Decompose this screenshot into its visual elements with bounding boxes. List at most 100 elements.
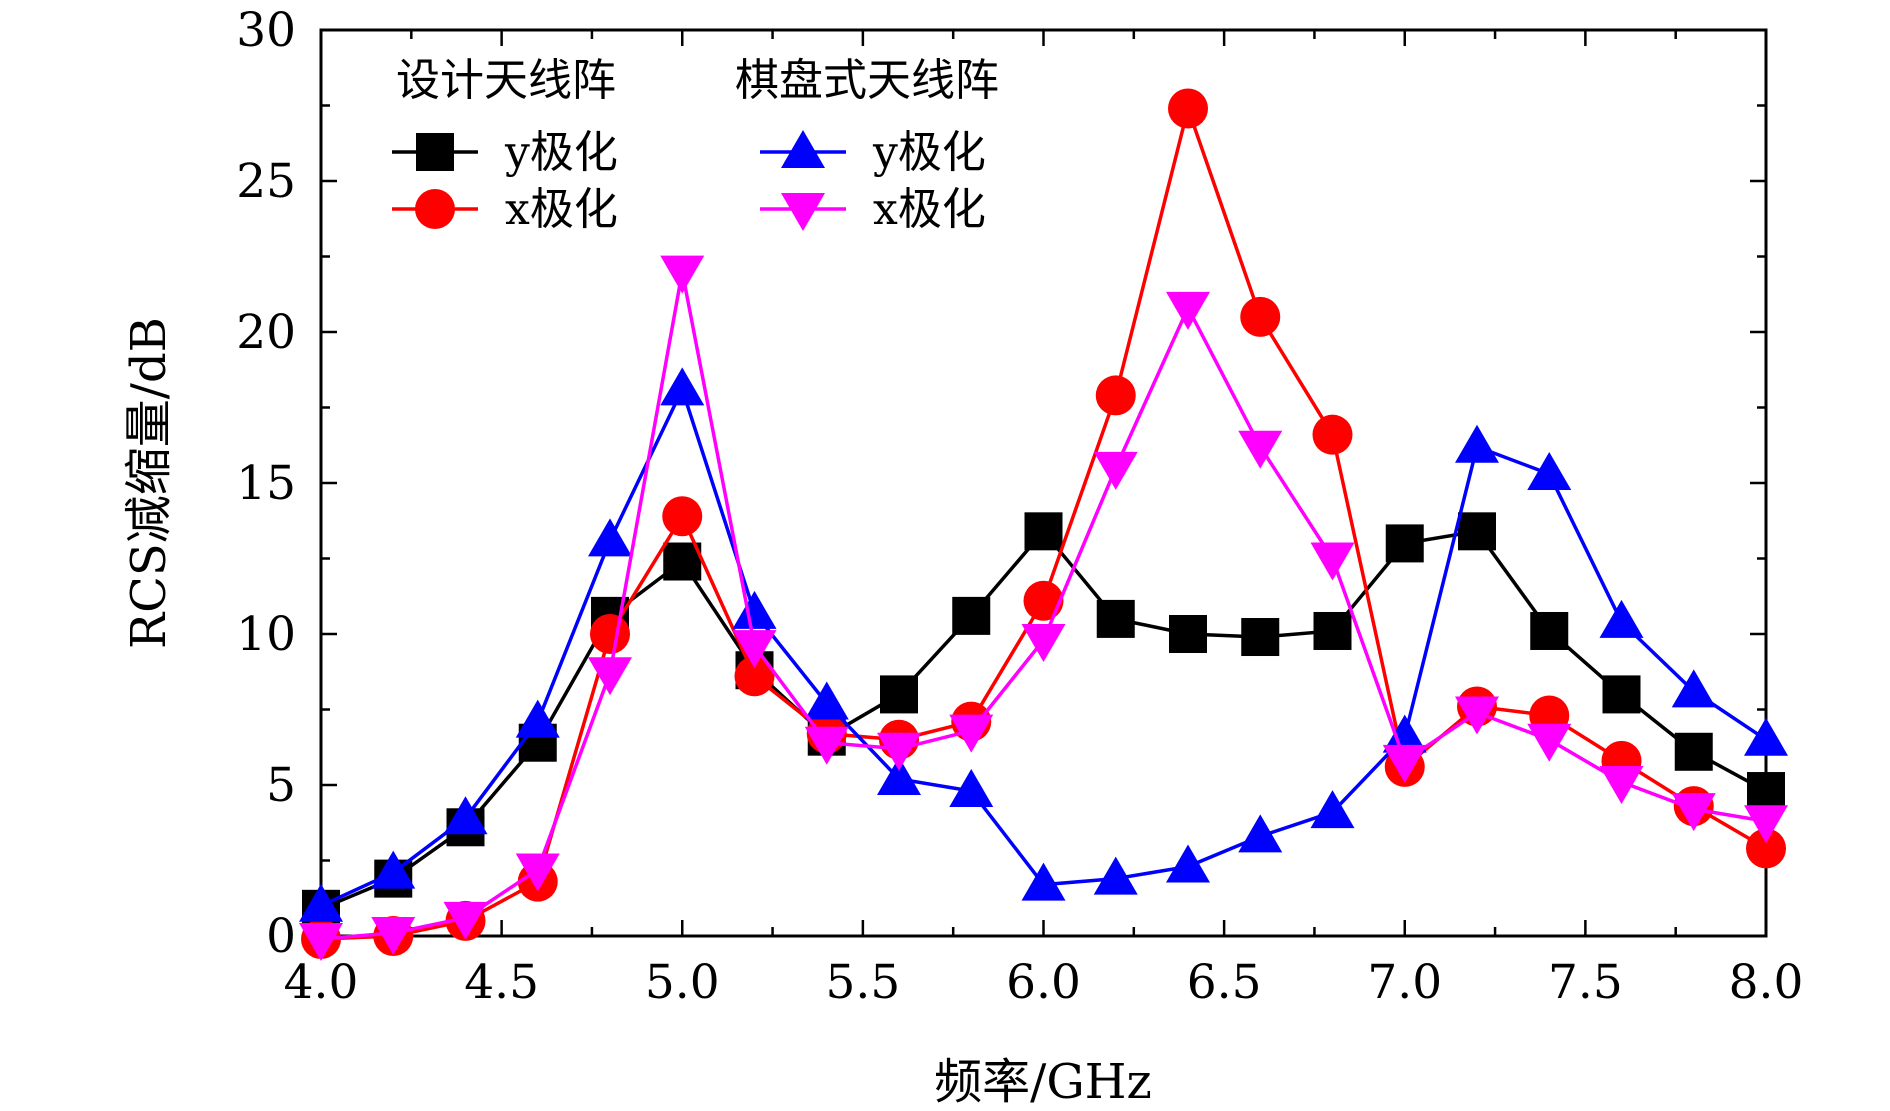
data-point	[371, 850, 416, 889]
x-tick-label: 7.5	[1548, 955, 1623, 1010]
data-point	[1674, 732, 1713, 771]
data-point	[1458, 512, 1496, 551]
data-point	[1093, 451, 1138, 490]
y-tick-label: 20	[236, 305, 296, 360]
data-point	[443, 901, 488, 940]
legend: 设计天线阵 棋盘式天线阵 y极化 x极化 y极化 x极化	[392, 55, 999, 235]
data-point	[1599, 765, 1644, 804]
data-point	[804, 681, 849, 720]
y-tick-label: 25	[236, 154, 296, 209]
data-point	[1599, 599, 1644, 638]
x-tick-label: 7.0	[1367, 955, 1442, 1010]
data-point	[1021, 862, 1066, 901]
data-point	[1238, 430, 1283, 469]
axis-tick-labels: 4.0 4.5 5.0 5.5 6.0 6.5 7.0 7.5 8.0 0 5 10 15 20 25 30	[236, 3, 1803, 1010]
data-point	[371, 916, 416, 955]
data-point	[1382, 714, 1427, 753]
data-point	[1671, 669, 1716, 708]
legend-item-1: x极化	[392, 184, 618, 235]
data-point	[1530, 611, 1569, 650]
data-point	[1096, 599, 1135, 638]
x-tick-label: 4.0	[284, 955, 359, 1010]
data-point	[660, 367, 705, 406]
data-point	[1382, 744, 1427, 783]
data-point	[663, 542, 702, 581]
data-point	[1169, 615, 1207, 653]
data-point	[588, 518, 632, 557]
data-point	[804, 726, 849, 765]
y-tick-label: 15	[236, 456, 296, 511]
series-layer	[299, 88, 1788, 962]
data-point	[1455, 424, 1499, 463]
data-point	[660, 255, 705, 294]
legend-items: y极化 x极化 y极化 x极化	[392, 127, 986, 235]
data-point	[877, 756, 921, 795]
data-point	[1240, 296, 1281, 337]
data-point	[1455, 696, 1499, 735]
data-point	[1527, 451, 1572, 490]
data-point	[949, 769, 994, 808]
x-tick-label: 5.5	[826, 955, 901, 1010]
y-axis-title: RCS减缩量/dB	[121, 317, 177, 649]
data-point	[1747, 772, 1785, 811]
x-tick-label: 8.0	[1729, 955, 1804, 1010]
data-point	[732, 630, 777, 669]
y-tick-label: 0	[266, 909, 296, 964]
legend-label: y极化	[872, 127, 986, 178]
data-point	[588, 657, 632, 696]
data-point	[1166, 291, 1210, 330]
legend-swatch-marker	[781, 193, 825, 231]
data-point	[590, 614, 630, 654]
data-point	[1166, 844, 1210, 883]
data-point	[1093, 856, 1138, 895]
legend-item-0: y极化	[392, 127, 618, 178]
data-point	[1527, 723, 1572, 762]
data-point	[1744, 717, 1788, 756]
data-point	[299, 923, 343, 962]
data-point	[734, 656, 775, 697]
data-point	[1168, 88, 1208, 129]
y-tick-label: 30	[236, 3, 296, 58]
x-tick-label: 6.0	[1006, 955, 1081, 1010]
x-tick-label: 6.5	[1187, 955, 1262, 1010]
data-point	[662, 496, 703, 537]
x-tick-label: 5.0	[645, 955, 720, 1010]
legend-label: x极化	[873, 184, 986, 235]
data-point	[1312, 414, 1353, 455]
y-tick-label: 5	[266, 758, 296, 813]
data-point	[1310, 542, 1355, 581]
data-point	[732, 590, 777, 629]
series-2	[299, 367, 1788, 922]
data-point	[1602, 675, 1641, 714]
legend-label: x极化	[505, 184, 618, 235]
data-point	[949, 714, 994, 753]
data-point	[1023, 580, 1064, 621]
data-point	[515, 853, 560, 892]
data-point	[1313, 611, 1352, 650]
x-axis-title: 频率/GHz	[934, 1054, 1152, 1110]
series-3	[299, 255, 1788, 962]
data-point	[1238, 814, 1283, 853]
data-point	[1746, 828, 1786, 869]
data-point	[1021, 624, 1066, 663]
legend-group-title-checkerboard: 棋盘式天线阵	[735, 55, 999, 106]
legend-swatch-marker	[415, 189, 455, 229]
data-point	[1095, 375, 1136, 416]
y-tick-label: 10	[236, 607, 296, 662]
data-point	[877, 732, 921, 771]
data-point	[1241, 618, 1280, 657]
data-point	[952, 596, 991, 635]
data-point	[299, 883, 343, 922]
data-point	[443, 796, 488, 835]
data-point	[1024, 512, 1063, 551]
data-point	[880, 675, 918, 714]
legend-item-3: x极化	[760, 184, 986, 235]
legend-swatch-marker	[416, 133, 454, 171]
data-point	[1310, 790, 1355, 829]
data-point	[1385, 524, 1424, 563]
legend-label: y极化	[504, 127, 618, 178]
data-point	[1744, 805, 1788, 844]
legend-group-title-design: 设计天线阵	[396, 55, 616, 106]
data-point	[1671, 793, 1716, 832]
